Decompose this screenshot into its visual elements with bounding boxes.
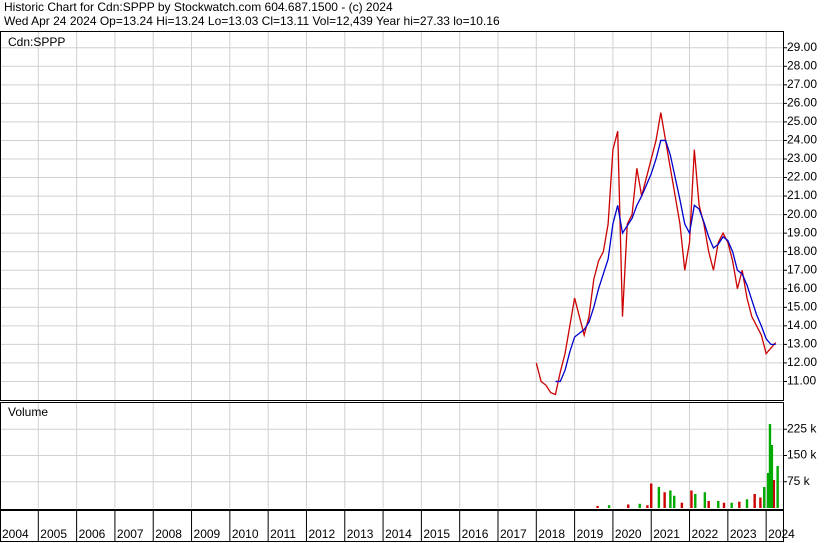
y-tick-label: 23.00 — [787, 151, 817, 165]
y-tick-label: 19.00 — [787, 225, 817, 239]
volume-bar — [663, 492, 666, 508]
volume-bar — [650, 483, 653, 508]
y-tick-label: 15.00 — [787, 299, 817, 313]
y-tick-label: 24.00 — [787, 133, 817, 147]
x-tick-label: 2022 — [692, 527, 719, 541]
volume-bar — [657, 487, 661, 508]
x-tick-label: 2018 — [538, 527, 565, 541]
y-tick-label: 26.00 — [787, 96, 817, 110]
x-tick-label: 2021 — [653, 527, 680, 541]
x-tick-label: 2023 — [730, 527, 757, 541]
y-tick-label: 20.00 — [787, 207, 817, 221]
x-tick-label: 2007 — [117, 527, 144, 541]
x-tick-label: 2012 — [308, 527, 335, 541]
x-tick-label: 2006 — [79, 527, 106, 541]
volume-bar — [776, 466, 779, 508]
volume-bar — [694, 494, 697, 508]
volume-bar — [596, 505, 599, 508]
volume-bar — [673, 495, 676, 508]
y-tick-label: 11.00 — [787, 374, 816, 388]
volume-bar — [766, 473, 770, 508]
y-tick-label: 28.00 — [787, 58, 817, 72]
volume-bar — [646, 505, 649, 508]
y-tick-label: 22.00 — [787, 170, 817, 184]
y-tick-label: 16.00 — [787, 281, 817, 295]
x-tick-label: 2024 — [768, 527, 795, 541]
x-tick-label: 2014 — [385, 527, 412, 541]
volume-bar — [730, 502, 733, 508]
volume-bar — [638, 503, 641, 508]
volume-label: Volume — [8, 405, 48, 419]
volume-bar — [680, 502, 684, 508]
y-tick-label: 14.00 — [787, 318, 817, 332]
x-tick-label: 2005 — [40, 527, 67, 541]
y-tick-label: 225 k — [787, 421, 817, 435]
volume-bar — [772, 480, 776, 508]
price-label: Cdn:SPPP — [8, 35, 65, 49]
volume-bar — [703, 492, 707, 508]
volume-bar — [738, 501, 741, 508]
header-quote: Wed Apr 24 2024 Op=13.24 Hi=13.24 Lo=13.… — [4, 14, 500, 28]
price-line — [555, 139, 776, 383]
header-title: Historic Chart for Cdn:SPPP by Stockwatc… — [4, 0, 393, 14]
volume-bar — [717, 501, 720, 508]
y-tick-label: 25.00 — [787, 114, 817, 128]
volume-bar — [690, 490, 693, 508]
volume-bar — [607, 505, 611, 508]
y-tick-label: 13.00 — [787, 337, 817, 351]
y-tick-label: 75 k — [787, 474, 811, 488]
volume-bar — [707, 501, 710, 508]
volume-bar — [759, 497, 762, 508]
y-tick-label: 150 k — [787, 448, 817, 462]
x-tick-label: 2011 — [270, 527, 296, 541]
x-tick-label: 2016 — [462, 527, 489, 541]
x-tick-label: 2015 — [423, 527, 450, 541]
x-tick-label: 2008 — [155, 527, 182, 541]
x-tick-label: 2020 — [615, 527, 642, 541]
volume-bar — [745, 499, 749, 508]
price-panel — [0, 31, 784, 401]
volume-bar — [722, 502, 726, 508]
price-line — [535, 112, 777, 396]
x-tick-label: 2009 — [194, 527, 221, 541]
x-tick-label: 2013 — [347, 527, 374, 541]
volume-bar — [768, 424, 772, 508]
volume-bar — [770, 445, 774, 508]
volume-bar — [753, 494, 756, 508]
volume-bar — [627, 504, 630, 508]
y-tick-label: 27.00 — [787, 77, 817, 91]
volume-bar — [669, 490, 672, 508]
volume-bar — [763, 487, 766, 508]
y-tick-label: 17.00 — [787, 262, 817, 276]
y-tick-label: 18.00 — [787, 244, 817, 258]
x-tick-label: 2019 — [577, 527, 604, 541]
x-tick-label: 2010 — [232, 527, 259, 541]
y-tick-label: 12.00 — [787, 355, 817, 369]
y-tick-label: 29.00 — [787, 40, 817, 54]
y-tick-label: 21.00 — [787, 188, 817, 202]
x-tick-label: 2017 — [500, 527, 527, 541]
x-tick-label: 2004 — [2, 527, 29, 541]
